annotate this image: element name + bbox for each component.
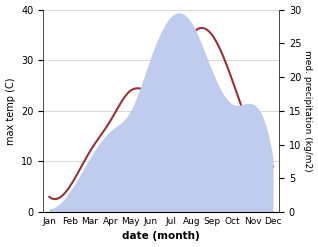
X-axis label: date (month): date (month) (122, 231, 200, 242)
Y-axis label: med. precipitation (kg/m2): med. precipitation (kg/m2) (303, 50, 313, 172)
Y-axis label: max temp (C): max temp (C) (5, 77, 16, 144)
